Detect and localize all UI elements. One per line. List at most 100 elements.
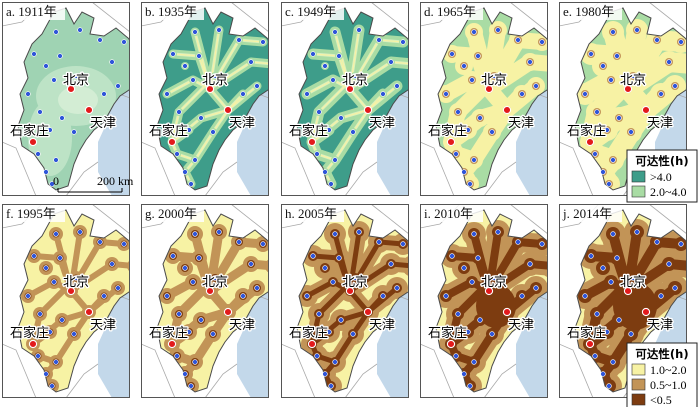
county-node-marker bbox=[260, 241, 266, 247]
city-marker-tianjin bbox=[84, 307, 94, 317]
county-node-marker bbox=[527, 261, 533, 267]
county-node-marker bbox=[212, 73, 218, 79]
city-marker-beijing bbox=[345, 84, 355, 94]
county-node-marker bbox=[164, 91, 170, 97]
county-node-marker bbox=[37, 311, 43, 317]
city-label-shijiazhuang: 石家庄 bbox=[149, 123, 188, 139]
city-label-shijiazhuang: 石家庄 bbox=[428, 123, 467, 139]
city-label-tianjin: 天津 bbox=[369, 318, 395, 333]
city-label-beijing: 北京 bbox=[202, 275, 228, 290]
county-node-marker bbox=[400, 241, 406, 247]
county-node-marker bbox=[316, 311, 322, 317]
city-marker-tianjin bbox=[363, 307, 373, 317]
county-node-marker bbox=[332, 29, 338, 35]
county-node-marker bbox=[455, 109, 461, 115]
county-node-marker bbox=[51, 279, 57, 285]
county-node-marker bbox=[533, 83, 539, 89]
city-marker-beijing bbox=[623, 84, 633, 94]
county-node-marker bbox=[539, 241, 545, 247]
county-node-marker bbox=[533, 285, 539, 291]
legend-item-label: 2.0~4.0 bbox=[650, 185, 687, 199]
county-node-marker bbox=[453, 353, 459, 359]
county-node-marker bbox=[400, 39, 406, 45]
county-node-marker bbox=[616, 317, 622, 323]
legend-bottom: 可达性(h) 1.0~2.00.5~1.0<0.5 bbox=[626, 342, 698, 407]
county-node-marker bbox=[411, 264, 416, 269]
county-node-marker bbox=[304, 91, 310, 97]
panel-title-f: f. 1995年 bbox=[6, 206, 56, 221]
county-node-marker bbox=[115, 83, 121, 89]
legend-top: 可达性(h) >4.02.0~4.0 bbox=[626, 149, 698, 203]
county-node-marker bbox=[616, 115, 622, 121]
county-node-marker bbox=[192, 231, 198, 237]
county-node-marker bbox=[47, 329, 53, 335]
county-node-marker bbox=[212, 275, 218, 281]
county-node-marker bbox=[53, 157, 59, 163]
county-node-marker bbox=[192, 157, 198, 163]
county-node-marker bbox=[388, 261, 394, 267]
county-node-marker bbox=[461, 265, 467, 271]
county-node-marker bbox=[73, 73, 79, 79]
city-label-tianjin: 天津 bbox=[647, 318, 673, 333]
county-node-marker bbox=[461, 63, 467, 69]
county-node-marker bbox=[254, 83, 260, 89]
panel-frame-d bbox=[420, 2, 548, 196]
county-node-marker bbox=[176, 109, 182, 115]
county-node-marker bbox=[582, 293, 588, 299]
scale-bar-zero: 0 bbox=[53, 174, 59, 188]
county-node-marker bbox=[689, 62, 694, 67]
county-node-marker bbox=[248, 261, 254, 267]
panel-frame-f bbox=[2, 204, 130, 398]
county-node-marker bbox=[314, 151, 320, 157]
city-label-beijing: 北京 bbox=[481, 73, 507, 88]
county-node-marker bbox=[248, 59, 254, 65]
city-label-tianjin: 天津 bbox=[229, 116, 255, 131]
panel-frame-g bbox=[141, 204, 269, 398]
city-marker-tianjin bbox=[84, 105, 94, 115]
panel-title-a: a. 1911年 bbox=[6, 4, 57, 19]
county-node-marker bbox=[73, 275, 79, 281]
county-node-marker bbox=[37, 109, 43, 115]
county-node-marker bbox=[689, 264, 694, 269]
county-node-marker bbox=[630, 275, 636, 281]
county-node-marker bbox=[600, 63, 606, 69]
city-marker-beijing bbox=[205, 286, 215, 296]
city-marker-tianjin bbox=[641, 307, 651, 317]
county-node-marker bbox=[678, 241, 684, 247]
county-node-marker bbox=[25, 293, 31, 299]
county-node-marker bbox=[121, 241, 127, 247]
county-node-marker bbox=[376, 37, 382, 43]
city-label-tianjin: 天津 bbox=[90, 116, 116, 131]
county-node-marker bbox=[164, 293, 170, 299]
legend-title: 可达性(h) bbox=[635, 347, 688, 361]
county-node-marker bbox=[71, 331, 77, 337]
county-node-marker bbox=[352, 73, 358, 79]
county-node-marker bbox=[550, 62, 555, 67]
county-node-marker bbox=[188, 181, 194, 187]
county-node-marker bbox=[519, 91, 525, 97]
county-node-marker bbox=[174, 151, 180, 157]
county-node-marker bbox=[43, 371, 49, 377]
county-node-marker bbox=[658, 293, 664, 299]
city-marker-beijing bbox=[66, 286, 76, 296]
county-node-marker bbox=[336, 255, 342, 261]
county-node-marker bbox=[594, 109, 600, 115]
county-node-marker bbox=[43, 63, 49, 69]
county-node-marker bbox=[196, 255, 202, 261]
city-marker-beijing bbox=[205, 84, 215, 94]
city-label-tianjin: 天津 bbox=[508, 318, 534, 333]
county-node-marker bbox=[376, 239, 382, 245]
county-node-marker bbox=[443, 293, 449, 299]
county-node-marker bbox=[461, 371, 467, 377]
county-node-marker bbox=[176, 311, 182, 317]
city-marker-shijiazhuang bbox=[446, 137, 456, 147]
city-label-tianjin: 天津 bbox=[90, 318, 116, 333]
city-marker-shijiazhuang bbox=[307, 137, 317, 147]
county-node-marker bbox=[109, 261, 115, 267]
panel-frame-j bbox=[559, 204, 687, 398]
